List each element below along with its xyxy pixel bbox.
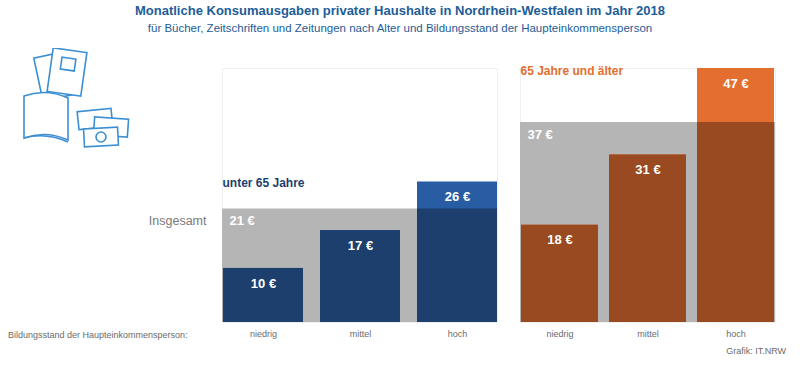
svg-text:hoch: hoch bbox=[448, 329, 468, 339]
html-text:Bildungsstand der Haupteinkomm: Bildungsstand der Haupteinkommensperson: bbox=[8, 330, 188, 340]
html-text:Grafik: IT.NRW: Grafik: IT.NRW bbox=[726, 346, 786, 356]
svg-text:unter 65 Jahre: unter 65 Jahre bbox=[223, 176, 305, 190]
svg-text:niedrig: niedrig bbox=[546, 329, 573, 339]
svg-text:47 €: 47 € bbox=[723, 76, 748, 91]
svg-text:37 €: 37 € bbox=[528, 127, 553, 142]
svg-text:65 Jahre und älter: 65 Jahre und älter bbox=[521, 64, 624, 78]
svg-text:31 €: 31 € bbox=[635, 162, 660, 177]
svg-text:Insgesamt: Insgesamt bbox=[149, 214, 207, 228]
svg-text:niedrig: niedrig bbox=[250, 329, 277, 339]
svg-text:17 €: 17 € bbox=[348, 238, 373, 253]
svg-text:hoch: hoch bbox=[726, 329, 746, 339]
svg-text:26 €: 26 € bbox=[445, 189, 470, 204]
html-text:für Bücher, Zeitschriften und: für Bücher, Zeitschriften und Zeitungen … bbox=[147, 22, 653, 34]
svg-text:21 €: 21 € bbox=[230, 213, 255, 228]
html-text:Monatliche Konsumausgaben priv: Monatliche Konsumausgaben privater Haush… bbox=[135, 3, 665, 18]
svg-text:mittel: mittel bbox=[637, 329, 659, 339]
svg-text:18 €: 18 € bbox=[547, 232, 572, 247]
svg-text:mittel: mittel bbox=[350, 329, 372, 339]
svg-text:10 €: 10 € bbox=[251, 276, 276, 291]
